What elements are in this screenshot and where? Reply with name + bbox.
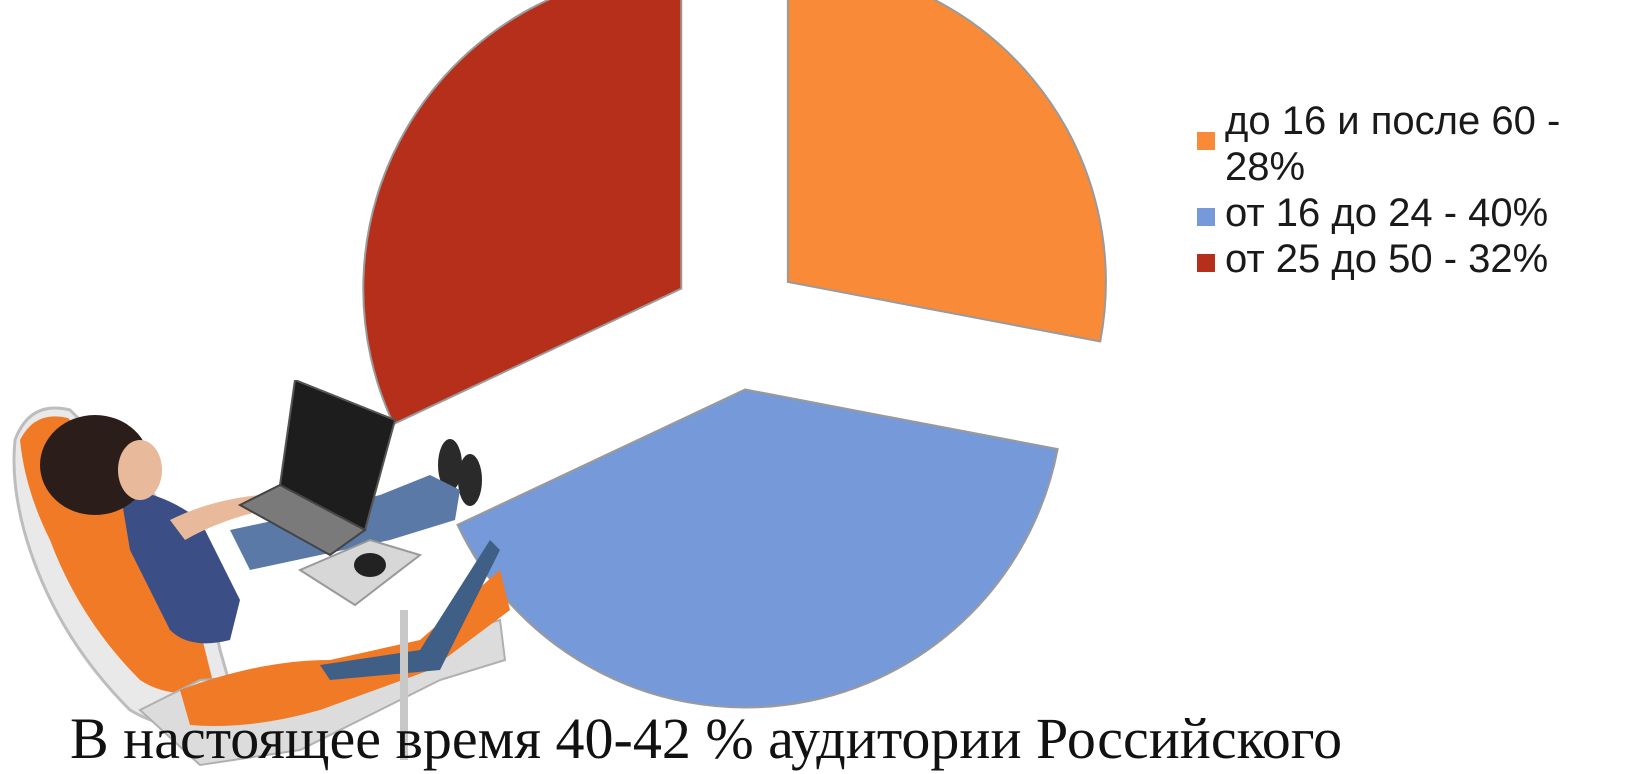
pie-slice-25-to-50 bbox=[362, 0, 683, 426]
legend-label: от 16 до 24 - 40% bbox=[1225, 191, 1549, 235]
legend-label: до 16 и после 60 - 28% bbox=[1225, 99, 1561, 189]
legend-item-25-to-50: от 25 до 50 - 32% bbox=[1197, 236, 1627, 282]
pie-slice-under16-over60 bbox=[786, 0, 1107, 343]
legend-swatch-icon bbox=[1197, 254, 1215, 272]
caption-text: В настоящее время 40-42 % аудитории Росс… bbox=[70, 706, 1343, 771]
legend-swatch-icon bbox=[1197, 132, 1215, 150]
legend-label: от 25 до 50 - 32% bbox=[1225, 237, 1549, 281]
legend-item-16-to-24: от 16 до 24 - 40% bbox=[1197, 190, 1627, 236]
legend-item-under16-over60: до 16 и после 60 - 28% bbox=[1197, 98, 1627, 190]
pie-slices bbox=[362, 0, 1107, 709]
chart-legend: до 16 и после 60 - 28% от 16 до 24 - 40%… bbox=[1197, 98, 1627, 282]
pie-slice-16-to-24 bbox=[456, 388, 1059, 709]
legend-swatch-icon bbox=[1197, 208, 1215, 226]
person-with-laptop-in-chair-icon bbox=[0, 378, 520, 768]
